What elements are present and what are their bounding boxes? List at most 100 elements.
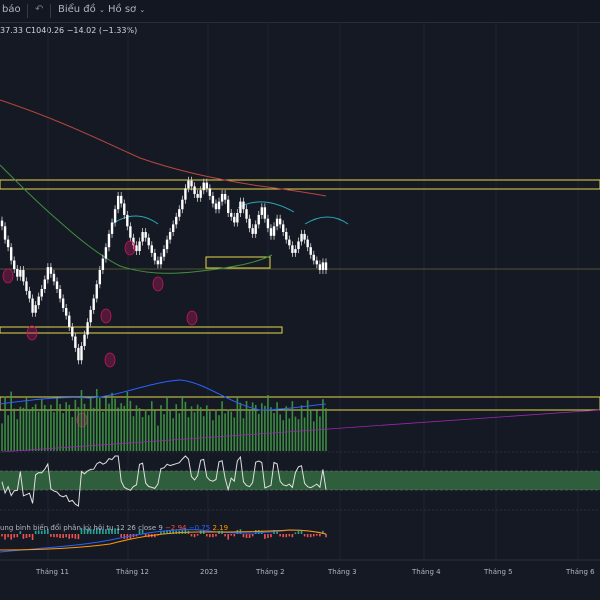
candle[interactable]	[196, 194, 199, 198]
candle[interactable]	[175, 216, 178, 225]
candle[interactable]	[19, 270, 22, 277]
candle[interactable]	[95, 284, 98, 299]
candle[interactable]	[147, 237, 150, 246]
candle[interactable]	[260, 207, 264, 215]
candle[interactable]	[61, 298, 65, 309]
candle[interactable]	[184, 188, 187, 200]
candle[interactable]	[202, 182, 205, 191]
candle[interactable]	[239, 201, 242, 213]
candle[interactable]	[28, 290, 31, 299]
candle[interactable]	[285, 232, 288, 240]
candle[interactable]	[144, 232, 147, 238]
candle[interactable]	[71, 327, 74, 337]
candle[interactable]	[266, 218, 270, 229]
candle[interactable]	[156, 260, 160, 265]
candle[interactable]	[159, 256, 163, 265]
ma-short-line[interactable]	[0, 164, 273, 274]
candle[interactable]	[43, 279, 46, 290]
pivot-marker[interactable]	[152, 276, 164, 292]
candle[interactable]	[89, 309, 92, 323]
candle[interactable]	[113, 209, 117, 223]
candle[interactable]	[315, 260, 319, 265]
candle[interactable]	[242, 201, 245, 210]
trend-line[interactable]	[0, 409, 600, 453]
candle[interactable]	[245, 209, 248, 219]
candle[interactable]	[257, 214, 260, 225]
candle[interactable]	[3, 226, 7, 240]
toolbar-item-partial[interactable]: báo	[2, 4, 21, 15]
candle[interactable]	[31, 298, 34, 313]
candle[interactable]	[178, 209, 181, 217]
candle[interactable]	[132, 237, 135, 246]
candle[interactable]	[162, 249, 166, 257]
signal-line[interactable]	[0, 529, 327, 551]
pivot-marker[interactable]	[104, 352, 116, 368]
candle[interactable]	[269, 228, 273, 236]
candle[interactable]	[168, 232, 172, 240]
candle[interactable]	[300, 233, 303, 242]
candle[interactable]	[294, 249, 297, 253]
candle[interactable]	[104, 247, 108, 259]
candle[interactable]	[153, 252, 157, 261]
candle[interactable]	[64, 308, 68, 316]
candle[interactable]	[309, 247, 312, 255]
candle[interactable]	[291, 245, 294, 253]
candle[interactable]	[211, 195, 215, 204]
candle[interactable]	[138, 241, 141, 252]
candle[interactable]	[141, 232, 144, 242]
candle[interactable]	[223, 194, 227, 200]
candle[interactable]	[275, 218, 279, 227]
pivot-marker[interactable]	[186, 310, 198, 326]
candle[interactable]	[217, 201, 221, 210]
candle[interactable]	[52, 273, 56, 282]
candle[interactable]	[171, 224, 175, 232]
candle[interactable]	[214, 203, 218, 210]
candle[interactable]	[220, 194, 224, 202]
candle[interactable]	[263, 207, 267, 219]
candle[interactable]	[120, 195, 123, 204]
candle[interactable]	[288, 239, 291, 246]
candle[interactable]	[74, 336, 77, 348]
candle[interactable]	[236, 213, 239, 223]
candle[interactable]	[199, 190, 202, 198]
pivot-marker[interactable]	[2, 268, 14, 284]
candle[interactable]	[16, 269, 19, 277]
candle[interactable]	[40, 289, 43, 297]
candle[interactable]	[205, 182, 208, 189]
candle[interactable]	[6, 239, 10, 248]
demand-zone[interactable]	[0, 396, 600, 411]
candle[interactable]	[22, 270, 25, 282]
candle[interactable]	[324, 262, 328, 270]
candle[interactable]	[278, 218, 282, 225]
candle[interactable]	[83, 334, 86, 346]
candle[interactable]	[58, 289, 62, 299]
candle[interactable]	[306, 239, 309, 248]
candle[interactable]	[282, 224, 285, 232]
candle[interactable]	[230, 213, 233, 217]
candle[interactable]	[190, 180, 193, 187]
resistance-zone[interactable]	[0, 179, 600, 190]
candle[interactable]	[55, 281, 59, 289]
candle[interactable]	[25, 281, 28, 291]
candle[interactable]	[126, 214, 129, 227]
candle[interactable]	[123, 203, 126, 215]
candle[interactable]	[187, 180, 190, 189]
candle[interactable]	[34, 305, 37, 313]
candle[interactable]	[318, 264, 322, 270]
candle[interactable]	[13, 260, 16, 270]
candle[interactable]	[233, 216, 236, 223]
candle[interactable]	[193, 186, 196, 194]
candle[interactable]	[77, 347, 80, 361]
candle[interactable]	[251, 228, 254, 234]
pivot-marker[interactable]	[124, 240, 136, 256]
candle[interactable]	[165, 239, 169, 250]
support-zone[interactable]	[0, 326, 283, 334]
rsi-line[interactable]	[1, 455, 327, 507]
ma-long-line[interactable]	[0, 99, 327, 197]
candle[interactable]	[272, 226, 276, 236]
candle[interactable]	[254, 224, 257, 234]
profile-menu-button[interactable]: Hồ sơ ⌄	[108, 4, 145, 15]
candle[interactable]	[181, 199, 184, 210]
candle[interactable]	[248, 218, 251, 229]
